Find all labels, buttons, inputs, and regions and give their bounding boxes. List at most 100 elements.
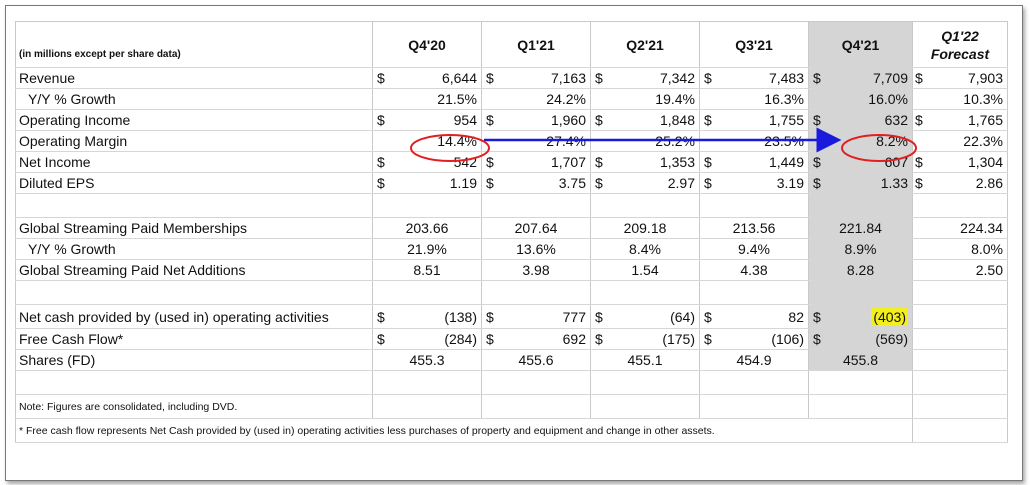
cell: 954 — [396, 109, 482, 131]
cell: 14.4% — [396, 130, 482, 152]
cell: 7,709 — [832, 67, 913, 89]
dollar-sign: $ — [590, 172, 615, 194]
dollar-sign: $ — [915, 112, 923, 128]
footnote-text: * Free cash flow represents Net Cash pro… — [15, 418, 913, 443]
cell: 1,960 — [505, 109, 591, 131]
dollar-sign: $ — [915, 70, 923, 86]
dollar-sign: $ — [372, 67, 397, 89]
note-text: Note: Figures are consolidated, includin… — [15, 394, 373, 419]
cell: 2.50 — [912, 259, 1008, 281]
cell: 692 — [505, 328, 591, 350]
cell: 207.64 — [481, 217, 591, 239]
dollar-sign: $ — [699, 109, 724, 131]
dollar-sign: $ — [481, 172, 506, 194]
col-header-q3-21: Q3'21 — [699, 21, 809, 68]
cell: 24.2% — [505, 88, 591, 110]
cell: 8.28 — [808, 259, 913, 281]
dollar-sign: $ — [590, 304, 615, 329]
dollar-sign: $ — [481, 328, 506, 350]
cell: 22.3% — [912, 130, 1008, 152]
dollar-sign: $ — [808, 328, 833, 350]
units-label: (in millions except per share data) — [15, 21, 373, 68]
cell: 7,483 — [723, 67, 809, 89]
cell: 21.9% — [372, 238, 482, 260]
row-label: Y/Y % Growth — [15, 88, 373, 110]
spacer-row — [15, 193, 1008, 218]
cell: 23.5% — [723, 130, 809, 152]
dollar-sign: $ — [590, 109, 615, 131]
cell: 27.4% — [505, 130, 591, 152]
note-row: * Free cash flow represents Net Cash pro… — [15, 418, 1008, 443]
dollar-sign: $ — [481, 151, 506, 173]
dollar-sign: $ — [590, 328, 615, 350]
cell: 455.8 — [808, 349, 913, 371]
table-row: Diluted EPS $1.19 $3.75 $2.97 $3.19 $1.3… — [15, 172, 1008, 194]
cell: 9.4% — [699, 238, 809, 260]
dollar-sign: $ — [481, 109, 506, 131]
forecast-label: Forecast — [930, 45, 990, 62]
dollar-sign: $ — [915, 175, 923, 191]
dollar-sign: $ — [915, 154, 923, 170]
cell: 1.33 — [832, 172, 913, 194]
dollar-sign: $ — [699, 151, 724, 173]
dollar-sign: $ — [481, 304, 506, 329]
cell: (569) — [832, 328, 913, 350]
cell: $7,903 — [912, 67, 1008, 89]
table-row: Y/Y % Growth 21.5% 24.2% 19.4% 16.3% 16.… — [15, 88, 1008, 110]
row-label: Shares (FD) — [15, 349, 373, 371]
cell: 16.0% — [832, 88, 913, 110]
highlighted-value: (403) — [871, 307, 908, 326]
row-label: Net cash provided by (used in) operating… — [15, 304, 373, 329]
dollar-sign: $ — [590, 151, 615, 173]
cell: 19.4% — [614, 88, 700, 110]
cell-value: 7,903 — [967, 70, 1003, 86]
cell: (403) — [832, 304, 913, 329]
cell-value: 1,304 — [967, 154, 1003, 170]
cell: 7,342 — [614, 67, 700, 89]
spacer-row — [15, 370, 1008, 395]
header-row: (in millions except per share data) Q4'2… — [15, 21, 1008, 68]
cell: 6,644 — [396, 67, 482, 89]
dollar-sign: $ — [372, 304, 397, 329]
row-label: Operating Income — [15, 109, 373, 131]
cell: (175) — [614, 328, 700, 350]
dollar-sign: $ — [808, 151, 833, 173]
cell: 632 — [832, 109, 913, 131]
financial-table: (in millions except per share data) Q4'2… — [15, 21, 1008, 443]
cell: 4.38 — [699, 259, 809, 281]
col-header-q1-21: Q1'21 — [481, 21, 591, 68]
cell: 3.19 — [723, 172, 809, 194]
cell: 777 — [505, 304, 591, 329]
dollar-sign: $ — [372, 151, 397, 173]
cell: (138) — [396, 304, 482, 329]
table-row: Free Cash Flow* $ (284) $692 $ (175) $ (106… — [15, 328, 1008, 350]
cell: $1,304 — [912, 151, 1008, 173]
cell: 1.19 — [396, 172, 482, 194]
dollar-sign: $ — [372, 172, 397, 194]
cell-value: 2.86 — [975, 175, 1003, 191]
cell: 1,848 — [614, 109, 700, 131]
dollar-sign: $ — [699, 67, 724, 89]
cell: 8.9% — [808, 238, 913, 260]
dollar-sign: $ — [590, 67, 615, 89]
cell: 8.4% — [590, 238, 700, 260]
cell: 1,755 — [723, 109, 809, 131]
cell: 3.75 — [505, 172, 591, 194]
cell: 1,707 — [505, 151, 591, 173]
table-row: Operating Margin 14.4% 27.4% 25.2% 23.5%… — [15, 130, 1008, 152]
cell: 16.3% — [723, 88, 809, 110]
cell: 10.3% — [912, 88, 1008, 110]
col-header-q2-21: Q2'21 — [590, 21, 700, 68]
col-header-forecast: Q1'22 Forecast — [912, 21, 1008, 68]
dollar-sign: $ — [808, 109, 833, 131]
dollar-sign: $ — [372, 328, 397, 350]
cell: 13.6% — [481, 238, 591, 260]
table-row: Net Income $542 $1,707 $1,353 $1,449 $60… — [15, 151, 1008, 173]
table-row: Global Streaming Paid Net Additions 8.51… — [15, 259, 1008, 281]
row-label: Revenue — [15, 67, 373, 89]
cell: (64) — [614, 304, 700, 329]
col-header-q4-20: Q4'20 — [372, 21, 482, 68]
cell: 1,353 — [614, 151, 700, 173]
cell: 209.18 — [590, 217, 700, 239]
cell: 221.84 — [808, 217, 913, 239]
